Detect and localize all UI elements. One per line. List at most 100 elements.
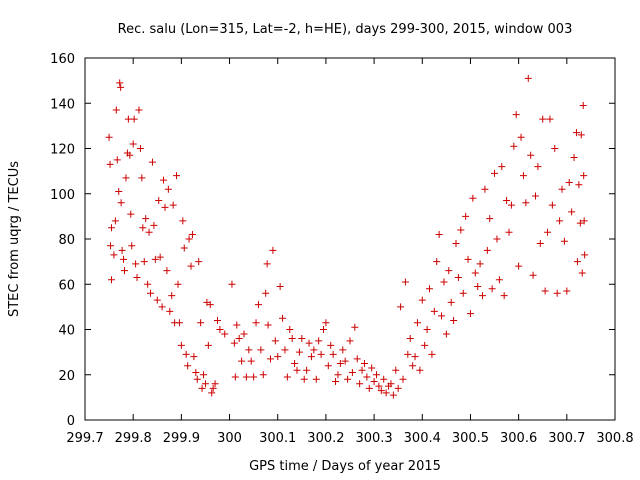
data-point xyxy=(575,181,583,189)
data-point xyxy=(498,163,506,171)
data-point xyxy=(457,226,465,234)
data-point xyxy=(151,255,159,263)
data-point xyxy=(570,154,578,162)
data-point xyxy=(310,346,318,354)
x-axis: 299.7 299.8 299.9 300 300.1 300.2 300.3 300.4 30… xyxy=(66,58,634,446)
data-point xyxy=(204,341,212,349)
data-point xyxy=(553,289,561,297)
data-point xyxy=(512,111,520,119)
data-point xyxy=(440,278,448,286)
data-point xyxy=(192,368,200,376)
data-point xyxy=(177,341,185,349)
x-tick-label: 300 xyxy=(217,431,242,446)
data-point xyxy=(572,129,580,137)
data-point xyxy=(565,178,573,186)
data-point xyxy=(568,208,576,216)
data-point xyxy=(135,106,143,114)
data-point xyxy=(339,346,347,354)
data-point xyxy=(404,350,412,358)
data-point xyxy=(365,384,373,392)
data-point xyxy=(546,115,554,123)
data-point xyxy=(240,330,248,338)
data-point xyxy=(230,339,238,347)
data-point xyxy=(517,133,525,141)
data-point xyxy=(130,115,138,123)
data-point xyxy=(459,289,467,297)
data-point xyxy=(387,380,395,388)
data-point xyxy=(423,326,431,333)
data-point xyxy=(121,267,129,275)
x-tick-label: 299.9 xyxy=(163,431,200,446)
data-point xyxy=(558,185,566,193)
data-point xyxy=(108,276,115,284)
data-point xyxy=(252,319,260,327)
data-point xyxy=(442,330,450,338)
data-point xyxy=(293,366,301,374)
data-point xyxy=(254,301,262,309)
data-point xyxy=(216,326,224,333)
data-point xyxy=(264,321,272,329)
data-point xyxy=(544,228,552,236)
data-point xyxy=(450,316,458,324)
data-point xyxy=(197,319,205,327)
data-point xyxy=(401,278,409,286)
y-tick-label: 120 xyxy=(50,143,75,158)
data-point xyxy=(274,353,282,361)
x-tick-label: 300.3 xyxy=(355,431,392,446)
data-point xyxy=(298,335,306,343)
data-point xyxy=(138,174,146,182)
data-point xyxy=(476,260,484,268)
data-point xyxy=(580,217,588,225)
data-point xyxy=(329,350,337,358)
y-axis: 0 20 40 60 80 100 120 140 160 xyxy=(50,52,615,429)
data-point xyxy=(392,366,400,374)
data-point xyxy=(462,212,470,220)
x-tick-label: 299.8 xyxy=(115,431,152,446)
data-point xyxy=(147,289,155,297)
data-point xyxy=(377,387,385,395)
data-point xyxy=(413,319,421,327)
data-point xyxy=(182,350,190,358)
data-point xyxy=(112,106,120,114)
data-point xyxy=(551,145,559,152)
data-point xyxy=(426,285,433,293)
data-point xyxy=(231,373,239,381)
data-point xyxy=(193,375,201,383)
data-point xyxy=(127,210,135,218)
data-point xyxy=(474,283,482,291)
data-point xyxy=(433,258,441,266)
data-point xyxy=(368,364,376,372)
data-point xyxy=(580,172,588,180)
data-point xyxy=(399,375,407,383)
data-point xyxy=(279,314,287,322)
data-point xyxy=(175,319,183,327)
data-point xyxy=(153,296,161,304)
data-point xyxy=(245,346,253,354)
y-tick-label: 80 xyxy=(58,233,75,248)
data-point xyxy=(136,145,144,152)
data-point xyxy=(344,375,352,383)
data-point xyxy=(180,244,188,252)
data-point xyxy=(320,326,327,333)
data-point xyxy=(556,217,564,225)
data-point xyxy=(133,273,141,281)
data-point xyxy=(452,240,460,248)
data-point xyxy=(208,389,216,397)
data-point xyxy=(541,287,549,295)
data-point xyxy=(577,131,585,139)
data-point xyxy=(421,341,429,349)
data-point xyxy=(493,235,501,243)
data-point xyxy=(307,353,315,361)
data-point xyxy=(105,133,113,141)
data-point xyxy=(447,298,455,306)
data-point xyxy=(515,262,523,270)
data-point xyxy=(317,350,325,358)
data-point xyxy=(548,201,556,209)
data-point xyxy=(532,192,539,200)
data-point xyxy=(238,357,246,365)
data-point xyxy=(150,221,158,229)
data-point xyxy=(360,359,368,367)
data-point xyxy=(527,151,535,159)
data-point xyxy=(536,240,544,248)
